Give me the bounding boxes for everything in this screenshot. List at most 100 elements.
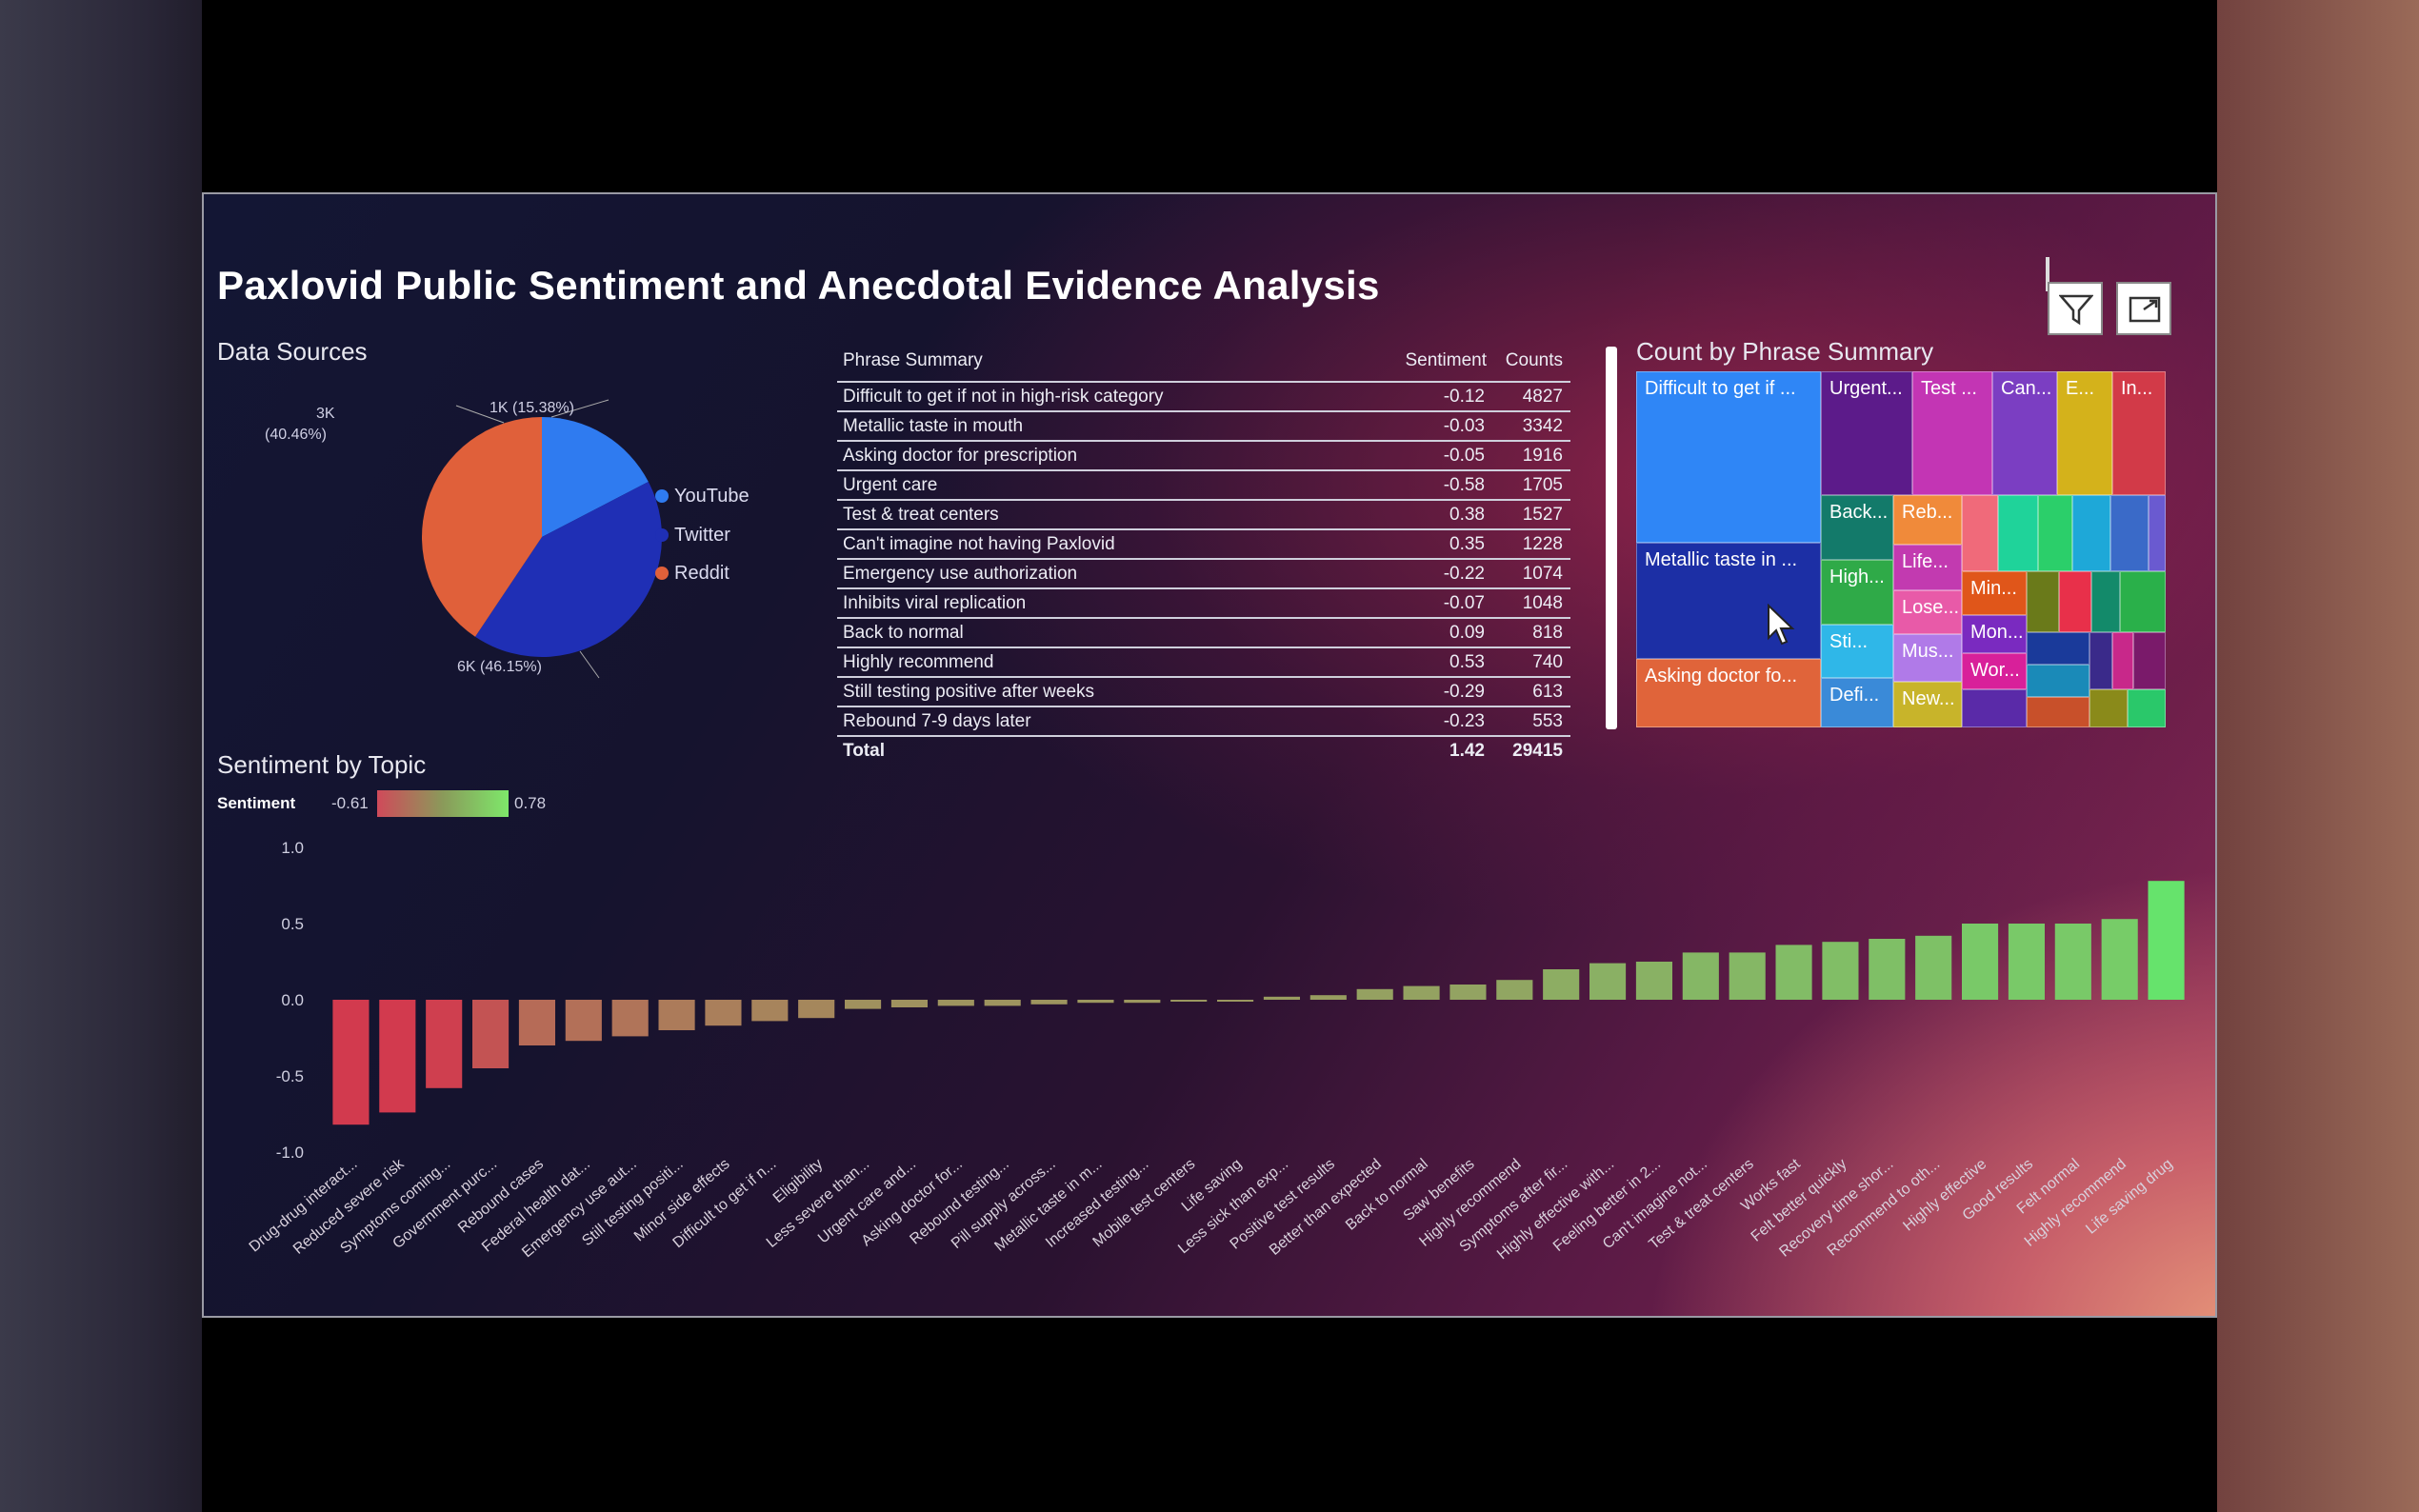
bar[interactable] bbox=[1217, 1000, 1254, 1002]
tile-small-12[interactable] bbox=[2027, 632, 2089, 665]
tile-small-2[interactable] bbox=[1998, 495, 2038, 571]
bar[interactable] bbox=[1589, 963, 1627, 1000]
legend-youtube[interactable]: YouTube bbox=[655, 486, 750, 507]
bar[interactable] bbox=[845, 1000, 882, 1009]
bar[interactable] bbox=[1309, 995, 1347, 1000]
tile-small-6[interactable] bbox=[2149, 495, 2166, 571]
bar[interactable] bbox=[1124, 1000, 1161, 1004]
tile-small-1[interactable] bbox=[1962, 495, 1998, 571]
table-row[interactable]: Asking doctor for prescription -0.05 1916 bbox=[837, 442, 1570, 471]
bar[interactable] bbox=[890, 1000, 928, 1007]
tile-mon[interactable]: Wor... bbox=[1962, 653, 2027, 689]
tile-small-7[interactable] bbox=[2027, 571, 2059, 632]
tile-high[interactable]: High... bbox=[1821, 560, 1893, 625]
table-row[interactable]: Back to normal 0.09 818 bbox=[837, 619, 1570, 648]
pie-slice-twitter[interactable] bbox=[474, 481, 662, 657]
tile-new[interactable]: New... bbox=[1893, 682, 1962, 727]
focus-mode-button[interactable] bbox=[2116, 282, 2171, 335]
tile-back[interactable]: Back... bbox=[1821, 495, 1893, 560]
tile-small-9[interactable] bbox=[2091, 571, 2120, 632]
tile-small-16[interactable] bbox=[2112, 632, 2133, 689]
pie-slice-youtube[interactable] bbox=[542, 417, 649, 537]
bar[interactable] bbox=[705, 1000, 742, 1026]
tile-small-17[interactable] bbox=[2133, 632, 2166, 689]
header-phrase[interactable]: Phrase Summary bbox=[843, 350, 983, 370]
tile-small-13[interactable] bbox=[2027, 665, 2089, 697]
bar[interactable] bbox=[1263, 996, 1300, 1000]
bar[interactable] bbox=[1962, 924, 1999, 1000]
tile-defi[interactable]: Defi... bbox=[1821, 678, 1893, 727]
filter-button[interactable] bbox=[2048, 282, 2103, 335]
legend-reddit[interactable]: Reddit bbox=[655, 563, 730, 585]
tile-small-14[interactable] bbox=[2027, 697, 2089, 727]
bar[interactable] bbox=[1822, 942, 1859, 1000]
header-counts[interactable]: Counts bbox=[1505, 350, 1563, 370]
bar[interactable] bbox=[332, 1000, 370, 1125]
bar[interactable] bbox=[937, 1000, 974, 1006]
bar[interactable] bbox=[1635, 962, 1672, 1000]
table-row[interactable]: Test & treat centers 0.38 1527 bbox=[837, 501, 1570, 530]
table-row[interactable]: Difficult to get if not in high-risk cat… bbox=[837, 383, 1570, 412]
header-sentiment[interactable]: Sentiment bbox=[1405, 350, 1487, 370]
tile-small-5[interactable] bbox=[2110, 495, 2149, 571]
tile-asking[interactable]: Asking doctor fo... bbox=[1636, 659, 1821, 727]
pie-slice-reddit[interactable] bbox=[422, 417, 542, 637]
table-row[interactable]: Rebound 7-9 days later -0.23 553 bbox=[837, 707, 1570, 737]
tile-mus[interactable]: Mus... bbox=[1893, 634, 1962, 682]
bar[interactable] bbox=[1077, 1000, 1114, 1004]
bar[interactable] bbox=[1403, 985, 1440, 1000]
bar[interactable] bbox=[2054, 924, 2091, 1000]
tile-test[interactable]: Test ... bbox=[1912, 371, 1992, 495]
bar[interactable] bbox=[1030, 1000, 1068, 1005]
tile-metallic[interactable]: Metallic taste in ... bbox=[1636, 543, 1821, 659]
bar[interactable] bbox=[1869, 939, 1906, 1000]
bar[interactable] bbox=[2008, 924, 2045, 1000]
tile-small-11[interactable] bbox=[1962, 689, 2027, 727]
tile-urgent[interactable]: Urgent... bbox=[1821, 371, 1912, 495]
bar[interactable] bbox=[1775, 945, 1812, 1000]
table-row[interactable]: Still testing positive after weeks -0.29 6… bbox=[837, 678, 1570, 707]
legend-twitter[interactable]: Twitter bbox=[655, 525, 730, 547]
table-row[interactable]: Urgent care -0.58 1705 bbox=[837, 471, 1570, 501]
bar[interactable] bbox=[1729, 952, 1766, 1000]
tile-emergency[interactable]: E... bbox=[2057, 371, 2112, 495]
tile-so[interactable]: Min... bbox=[1962, 571, 2027, 615]
tile-small-3[interactable] bbox=[2038, 495, 2072, 571]
bar[interactable] bbox=[1915, 935, 1952, 1000]
table-row[interactable]: Metallic taste in mouth -0.03 3342 bbox=[837, 412, 1570, 442]
bar[interactable] bbox=[658, 1000, 695, 1030]
bar[interactable] bbox=[1356, 988, 1393, 1000]
tile-cant[interactable]: Can... bbox=[1992, 371, 2057, 495]
tile-min[interactable]: Mon... bbox=[1962, 615, 2027, 653]
tile-difficult[interactable]: Difficult to get if ... bbox=[1636, 371, 1821, 543]
bar[interactable] bbox=[611, 1000, 649, 1037]
tile-small-15[interactable] bbox=[2089, 632, 2112, 689]
table-row[interactable]: Can't imagine not having Paxlovid 0.35 122… bbox=[837, 530, 1570, 560]
bar[interactable] bbox=[518, 1000, 555, 1045]
bar[interactable] bbox=[565, 1000, 602, 1042]
tile-life[interactable]: Life... bbox=[1893, 545, 1962, 590]
tile-inhibits[interactable]: In... bbox=[2112, 371, 2166, 495]
bar[interactable] bbox=[2101, 919, 2138, 1000]
table-row[interactable]: Inhibits viral replication -0.07 1048 bbox=[837, 589, 1570, 619]
bar[interactable] bbox=[1449, 985, 1487, 1000]
table-scrollbar[interactable] bbox=[1606, 347, 1617, 729]
bar[interactable] bbox=[1496, 980, 1533, 1000]
table-row[interactable]: Emergency use authorization -0.22 1074 bbox=[837, 560, 1570, 589]
bar[interactable] bbox=[1543, 969, 1580, 1000]
table-row[interactable]: Highly recommend 0.53 740 bbox=[837, 648, 1570, 678]
tile-small-19[interactable] bbox=[2128, 689, 2166, 727]
bar[interactable] bbox=[2148, 881, 2185, 1000]
tile-rebound[interactable]: Reb... bbox=[1893, 495, 1962, 545]
tile-small-4[interactable] bbox=[2072, 495, 2110, 571]
tile-sti[interactable]: Sti... bbox=[1821, 625, 1893, 678]
bar[interactable] bbox=[379, 1000, 416, 1113]
tile-lose[interactable]: Lose... bbox=[1893, 590, 1962, 634]
tile-small-10[interactable] bbox=[2120, 571, 2166, 632]
bar[interactable] bbox=[426, 1000, 463, 1088]
tile-small-8[interactable] bbox=[2059, 571, 2091, 632]
bar[interactable] bbox=[1170, 1000, 1208, 1002]
tile-small-18[interactable] bbox=[2089, 689, 2128, 727]
bar[interactable] bbox=[798, 1000, 835, 1019]
bar[interactable] bbox=[984, 1000, 1021, 1006]
